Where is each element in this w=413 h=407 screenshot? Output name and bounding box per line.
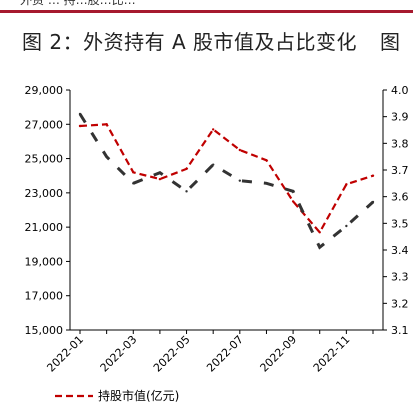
left-tick-label: 21,000 xyxy=(25,221,64,234)
left-tick-label: 25,000 xyxy=(25,153,64,166)
right-tick-label: 3.7 xyxy=(391,164,409,177)
right-tick-label: 4.0 xyxy=(391,84,409,97)
x-tick-label: 2022-11 xyxy=(311,333,353,375)
right-tick-label: 3.2 xyxy=(391,297,409,310)
ratio-point xyxy=(291,190,295,193)
x-tick-label: 2022-01 xyxy=(44,333,86,375)
market-value-point xyxy=(158,177,162,181)
ratio-point xyxy=(265,182,268,185)
x-tick-label: 2022-09 xyxy=(258,333,300,375)
right-tick-label: 3.6 xyxy=(391,191,409,204)
chart-title: 图 2：外资持有 A 股市值及占比变化 xyxy=(22,30,357,54)
left-tick-label: 29,000 xyxy=(25,84,64,97)
right-tick-label: 3.5 xyxy=(391,217,409,230)
market-value-point xyxy=(211,128,215,131)
ratio-point xyxy=(78,112,82,116)
next-figure-title: 图 xyxy=(380,30,400,54)
market-value-point xyxy=(265,159,268,162)
market-value-point xyxy=(291,200,295,203)
header-rule xyxy=(0,10,413,13)
market-value-point xyxy=(78,124,82,128)
ratio-point xyxy=(345,224,348,228)
x-tick-label: 2022-05 xyxy=(151,333,193,375)
right-tick-label: 3.3 xyxy=(391,271,409,284)
market-value-point xyxy=(132,171,135,174)
ratio-point xyxy=(238,179,242,182)
ratio-point xyxy=(185,190,188,193)
x-tick-label: 2022-03 xyxy=(98,333,140,375)
ratio-point xyxy=(318,246,321,249)
x-tick-label: 2022-07 xyxy=(204,333,246,375)
market-value-point xyxy=(371,174,375,177)
left-tick-label: 23,000 xyxy=(25,187,64,200)
ratio-point xyxy=(158,171,162,174)
market-value-point xyxy=(345,183,348,186)
right-tick-label: 3.8 xyxy=(391,137,409,150)
left-tick-label: 15,000 xyxy=(25,324,64,337)
ratio-point xyxy=(105,155,108,158)
right-tick-label: 3.1 xyxy=(391,324,409,337)
clipped-header-text: 外资 … 持…股…比… xyxy=(20,0,136,7)
market-value-point xyxy=(318,231,321,234)
left-tick-label: 17,000 xyxy=(25,290,64,303)
left-tick-label: 27,000 xyxy=(25,118,64,131)
ratio-point xyxy=(371,200,375,204)
ratio-point xyxy=(132,182,135,185)
market-value-point xyxy=(185,167,188,171)
legend-label: 持股市值(亿元) xyxy=(98,388,179,403)
ratio-point xyxy=(211,163,215,166)
right-tick-label: 3.4 xyxy=(391,244,409,257)
left-tick-label: 19,000 xyxy=(25,255,64,268)
series-ratio-line xyxy=(78,113,375,250)
market-value-point xyxy=(105,123,108,126)
series-market-value-line xyxy=(79,123,374,235)
right-tick-label: 3.9 xyxy=(391,111,409,124)
market-value-point xyxy=(238,148,242,152)
